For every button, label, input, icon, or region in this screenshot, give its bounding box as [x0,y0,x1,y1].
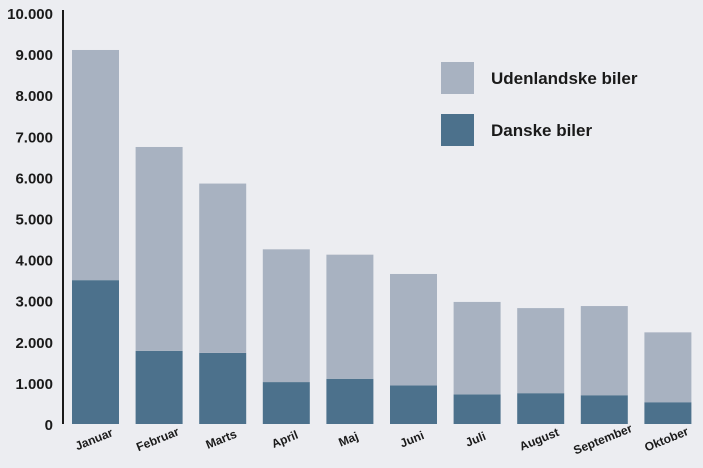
y-tick-label: 6.000 [15,170,53,187]
bar-danske-5 [390,385,437,424]
y-tick-labels: 0 1.000 2.000 3.000 4.000 5.000 6.000 7.000 8.00… [7,6,53,434]
bar-danske-2 [199,352,247,424]
y-tick-label: 3.000 [15,294,53,311]
bar-danske-0 [72,280,119,424]
y-tick-label: 10.000 [7,6,53,23]
bar-udenlandske-4 [326,254,374,379]
bar-danske-1 [135,350,183,424]
x-tick-label: August [517,425,561,453]
y-tick-label: 2.000 [15,335,53,352]
bar-udenlandske-5 [390,273,437,386]
y-tick-label: 9.000 [15,47,53,64]
bar-udenlandske-1 [135,146,183,351]
bar-udenlandske-6 [453,301,501,395]
bar-udenlandske-2 [199,183,247,353]
x-tick-label: September [571,421,634,457]
bar-danske-4 [326,378,374,424]
bar-danske-6 [453,394,501,424]
y-tick-label: 4.000 [15,253,53,270]
bar-udenlandske-7 [517,308,565,394]
x-tick-labels: Januar Februar Marts April Maj Juni Juli August… [73,421,691,457]
x-tick-label: Januar [73,425,115,453]
y-tick-label: 8.000 [15,88,53,105]
x-tick-label: Maj [337,429,361,449]
legend-label: Danske biler [491,121,592,140]
legend: Udenlandske biler Danske biler [441,62,638,146]
bars-group [72,49,692,424]
bar-danske-8 [580,395,628,424]
legend-swatch [441,62,474,94]
y-tick-label: 0 [45,417,53,434]
bar-danske-9 [644,402,692,424]
x-tick-label: Juli [463,429,487,450]
legend-label: Udenlandske biler [491,69,638,88]
bar-udenlandske-3 [262,249,310,383]
x-tick-label: April [270,428,301,451]
x-tick-label: Oktober [642,424,690,454]
y-tick-label: 5.000 [15,212,53,229]
y-tick-label: 1.000 [15,376,53,393]
x-tick-label: Marts [204,427,239,452]
x-tick-label: Juni [398,428,426,450]
bar-udenlandske-0 [72,49,119,281]
y-tick-label: 7.000 [15,129,53,146]
bar-udenlandske-8 [580,306,628,396]
bar-danske-7 [517,393,565,424]
bar-danske-3 [262,382,310,424]
legend-swatch [441,114,474,146]
x-tick-label: Februar [134,424,181,454]
bar-udenlandske-9 [644,332,692,403]
